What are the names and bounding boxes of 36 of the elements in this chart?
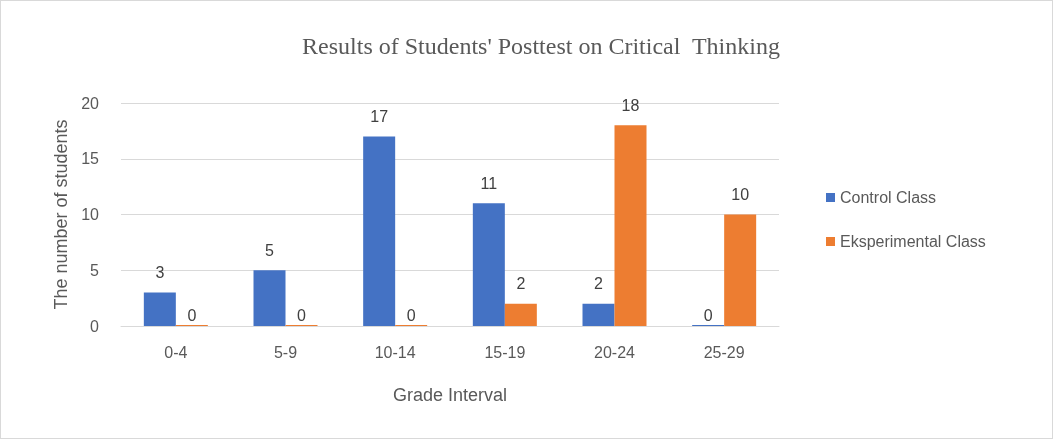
data-label: 5 bbox=[265, 241, 275, 259]
y-tick-label: 0 bbox=[90, 317, 100, 335]
data-label: 2 bbox=[594, 275, 604, 293]
data-label: 2 bbox=[516, 275, 526, 293]
bar bbox=[472, 203, 505, 326]
x-tick-label: 10-14 bbox=[374, 343, 416, 361]
bar bbox=[724, 214, 757, 326]
bar bbox=[582, 303, 615, 326]
y-axis-title: The number of students bbox=[51, 119, 72, 310]
x-tick-label: 5-9 bbox=[273, 343, 298, 361]
chart-title: Results of Students' Posttest on Critical Thinking bbox=[302, 33, 780, 59]
data-label: 0 bbox=[297, 306, 307, 324]
x-axis-title: Grade Interval bbox=[392, 385, 508, 405]
data-label: 17 bbox=[370, 107, 389, 125]
x-tick-label: 20-24 bbox=[594, 343, 636, 361]
y-tick-label: 15 bbox=[81, 150, 100, 168]
data-label: 0 bbox=[703, 306, 713, 324]
data-label: 3 bbox=[155, 264, 165, 282]
bar bbox=[253, 270, 286, 326]
legend-label: Control Class bbox=[840, 189, 937, 206]
legend-label: Eksperimental Class bbox=[840, 233, 986, 250]
bar bbox=[504, 303, 537, 326]
y-tick-label: 5 bbox=[90, 261, 100, 279]
bar bbox=[614, 125, 647, 326]
bar bbox=[143, 292, 176, 326]
x-tick-label: 15-19 bbox=[484, 343, 526, 361]
data-label: 0 bbox=[406, 306, 416, 324]
y-tick-label: 20 bbox=[81, 94, 100, 112]
x-tick-label: 25-29 bbox=[703, 343, 745, 361]
y-tick-label: 10 bbox=[81, 206, 100, 223]
data-label: 10 bbox=[731, 186, 750, 203]
bar bbox=[363, 136, 396, 326]
data-label: 18 bbox=[621, 96, 640, 114]
x-tick-label: 0-4 bbox=[164, 343, 188, 361]
data-label: 11 bbox=[480, 174, 498, 192]
data-label: 0 bbox=[187, 306, 197, 324]
